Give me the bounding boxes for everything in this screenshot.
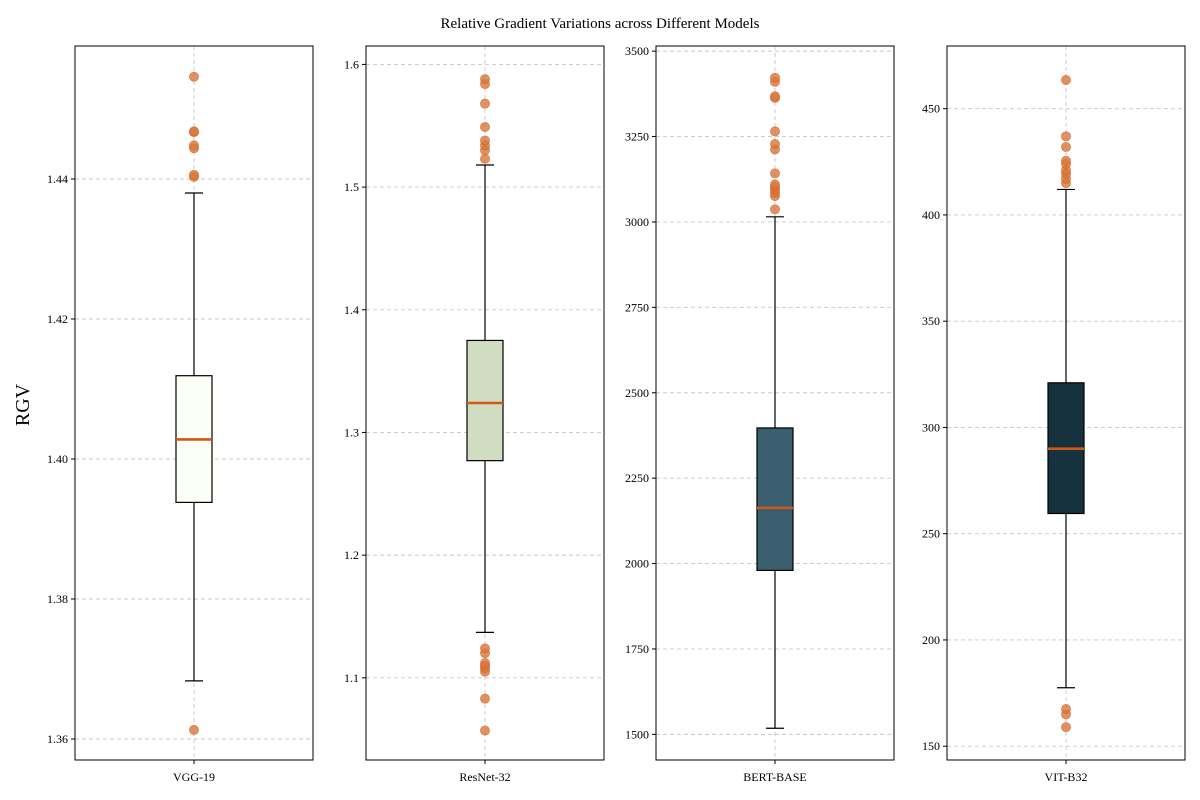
x-tick-label: ResNet-32 <box>459 770 510 784</box>
outlier-point <box>479 98 490 109</box>
y-tick-label: 1.42 <box>47 312 68 326</box>
outlier-point <box>770 91 781 102</box>
outlier-point <box>770 168 781 179</box>
y-tick-label: 1.5 <box>344 180 359 194</box>
outlier-point <box>1061 75 1072 86</box>
outlier-point <box>1061 704 1072 715</box>
outlier-point <box>479 153 490 164</box>
outlier-point <box>188 169 199 180</box>
outlier-point <box>770 126 781 137</box>
panel-vit-b32: 150 200 250 300 350 400 450 VIT-B32 <box>922 45 1186 784</box>
panel-bert-base: 1500 1750 2000 2250 2500 2750 3000 3250 3500 BERT… <box>625 44 895 784</box>
outlier-point <box>1061 155 1072 166</box>
outlier-point <box>188 724 199 735</box>
outlier-point <box>479 74 490 85</box>
y-tick-label: 3000 <box>625 215 649 229</box>
y-tick-label: 1750 <box>625 642 649 656</box>
outlier-point <box>770 139 781 150</box>
outlier-point <box>479 658 490 669</box>
outlier-point <box>1061 131 1072 142</box>
box-iqr <box>756 427 794 571</box>
y-tick-label: 3500 <box>625 44 649 58</box>
y-tick-label: 350 <box>922 314 940 328</box>
outlier-point <box>1061 141 1072 152</box>
y-tick-label: 150 <box>922 739 940 753</box>
y-tick-label: 400 <box>922 208 940 222</box>
y-tick-label: 1.40 <box>47 452 68 466</box>
outlier-point <box>479 725 490 736</box>
y-tick-label: 2000 <box>625 557 649 571</box>
panel-resnet-32: 1.1 1.2 1.3 1.4 1.5 1.6 ResNet-32 <box>344 45 605 784</box>
outlier-point <box>188 71 199 82</box>
outlier-point <box>1061 722 1072 733</box>
x-tick-label: BERT-BASE <box>743 770 807 784</box>
outlier-point <box>479 643 490 654</box>
y-tick-label: 2750 <box>625 300 649 314</box>
y-tick-label: 1.36 <box>47 732 68 746</box>
box-iqr <box>466 339 504 462</box>
y-tick-label: 250 <box>922 527 940 541</box>
x-tick-label: VGG-19 <box>173 770 215 784</box>
y-tick-label: 300 <box>922 420 940 434</box>
y-axis-label: RGV <box>12 383 34 426</box>
y-tick-label: 1.6 <box>344 57 359 71</box>
y-tick-label: 3250 <box>625 130 649 144</box>
panel-vgg-19: 1.36 1.38 1.40 1.42 1.44 VGG-19 <box>47 45 314 784</box>
outlier-point <box>479 121 490 132</box>
outlier-point <box>479 693 490 704</box>
outlier-point <box>770 72 781 83</box>
outlier-point <box>479 135 490 146</box>
y-tick-label: 1.4 <box>344 303 359 317</box>
y-tick-label: 200 <box>922 633 940 647</box>
outlier-point <box>188 140 199 151</box>
figure-title: Relative Gradient Variations across Diff… <box>441 16 760 32</box>
y-tick-label: 1.3 <box>344 425 359 439</box>
outlier-point <box>770 179 781 190</box>
y-tick-label: 2500 <box>625 386 649 400</box>
y-tick-label: 1.1 <box>344 671 359 685</box>
y-tick-label: 1.44 <box>47 172 68 186</box>
y-tick-label: 2250 <box>625 471 649 485</box>
y-tick-label: 1.2 <box>344 548 359 562</box>
y-tick-label: 450 <box>922 102 940 116</box>
y-tick-label: 1.38 <box>47 592 68 606</box>
x-tick-label: VIT-B32 <box>1045 770 1088 784</box>
chart-panels: 1.361.381.401.421.44VGG-191.11.21.31.41.… <box>47 44 1186 784</box>
y-tick-label: 1500 <box>625 727 649 741</box>
outlier-point <box>188 126 199 137</box>
outlier-point <box>770 204 781 215</box>
